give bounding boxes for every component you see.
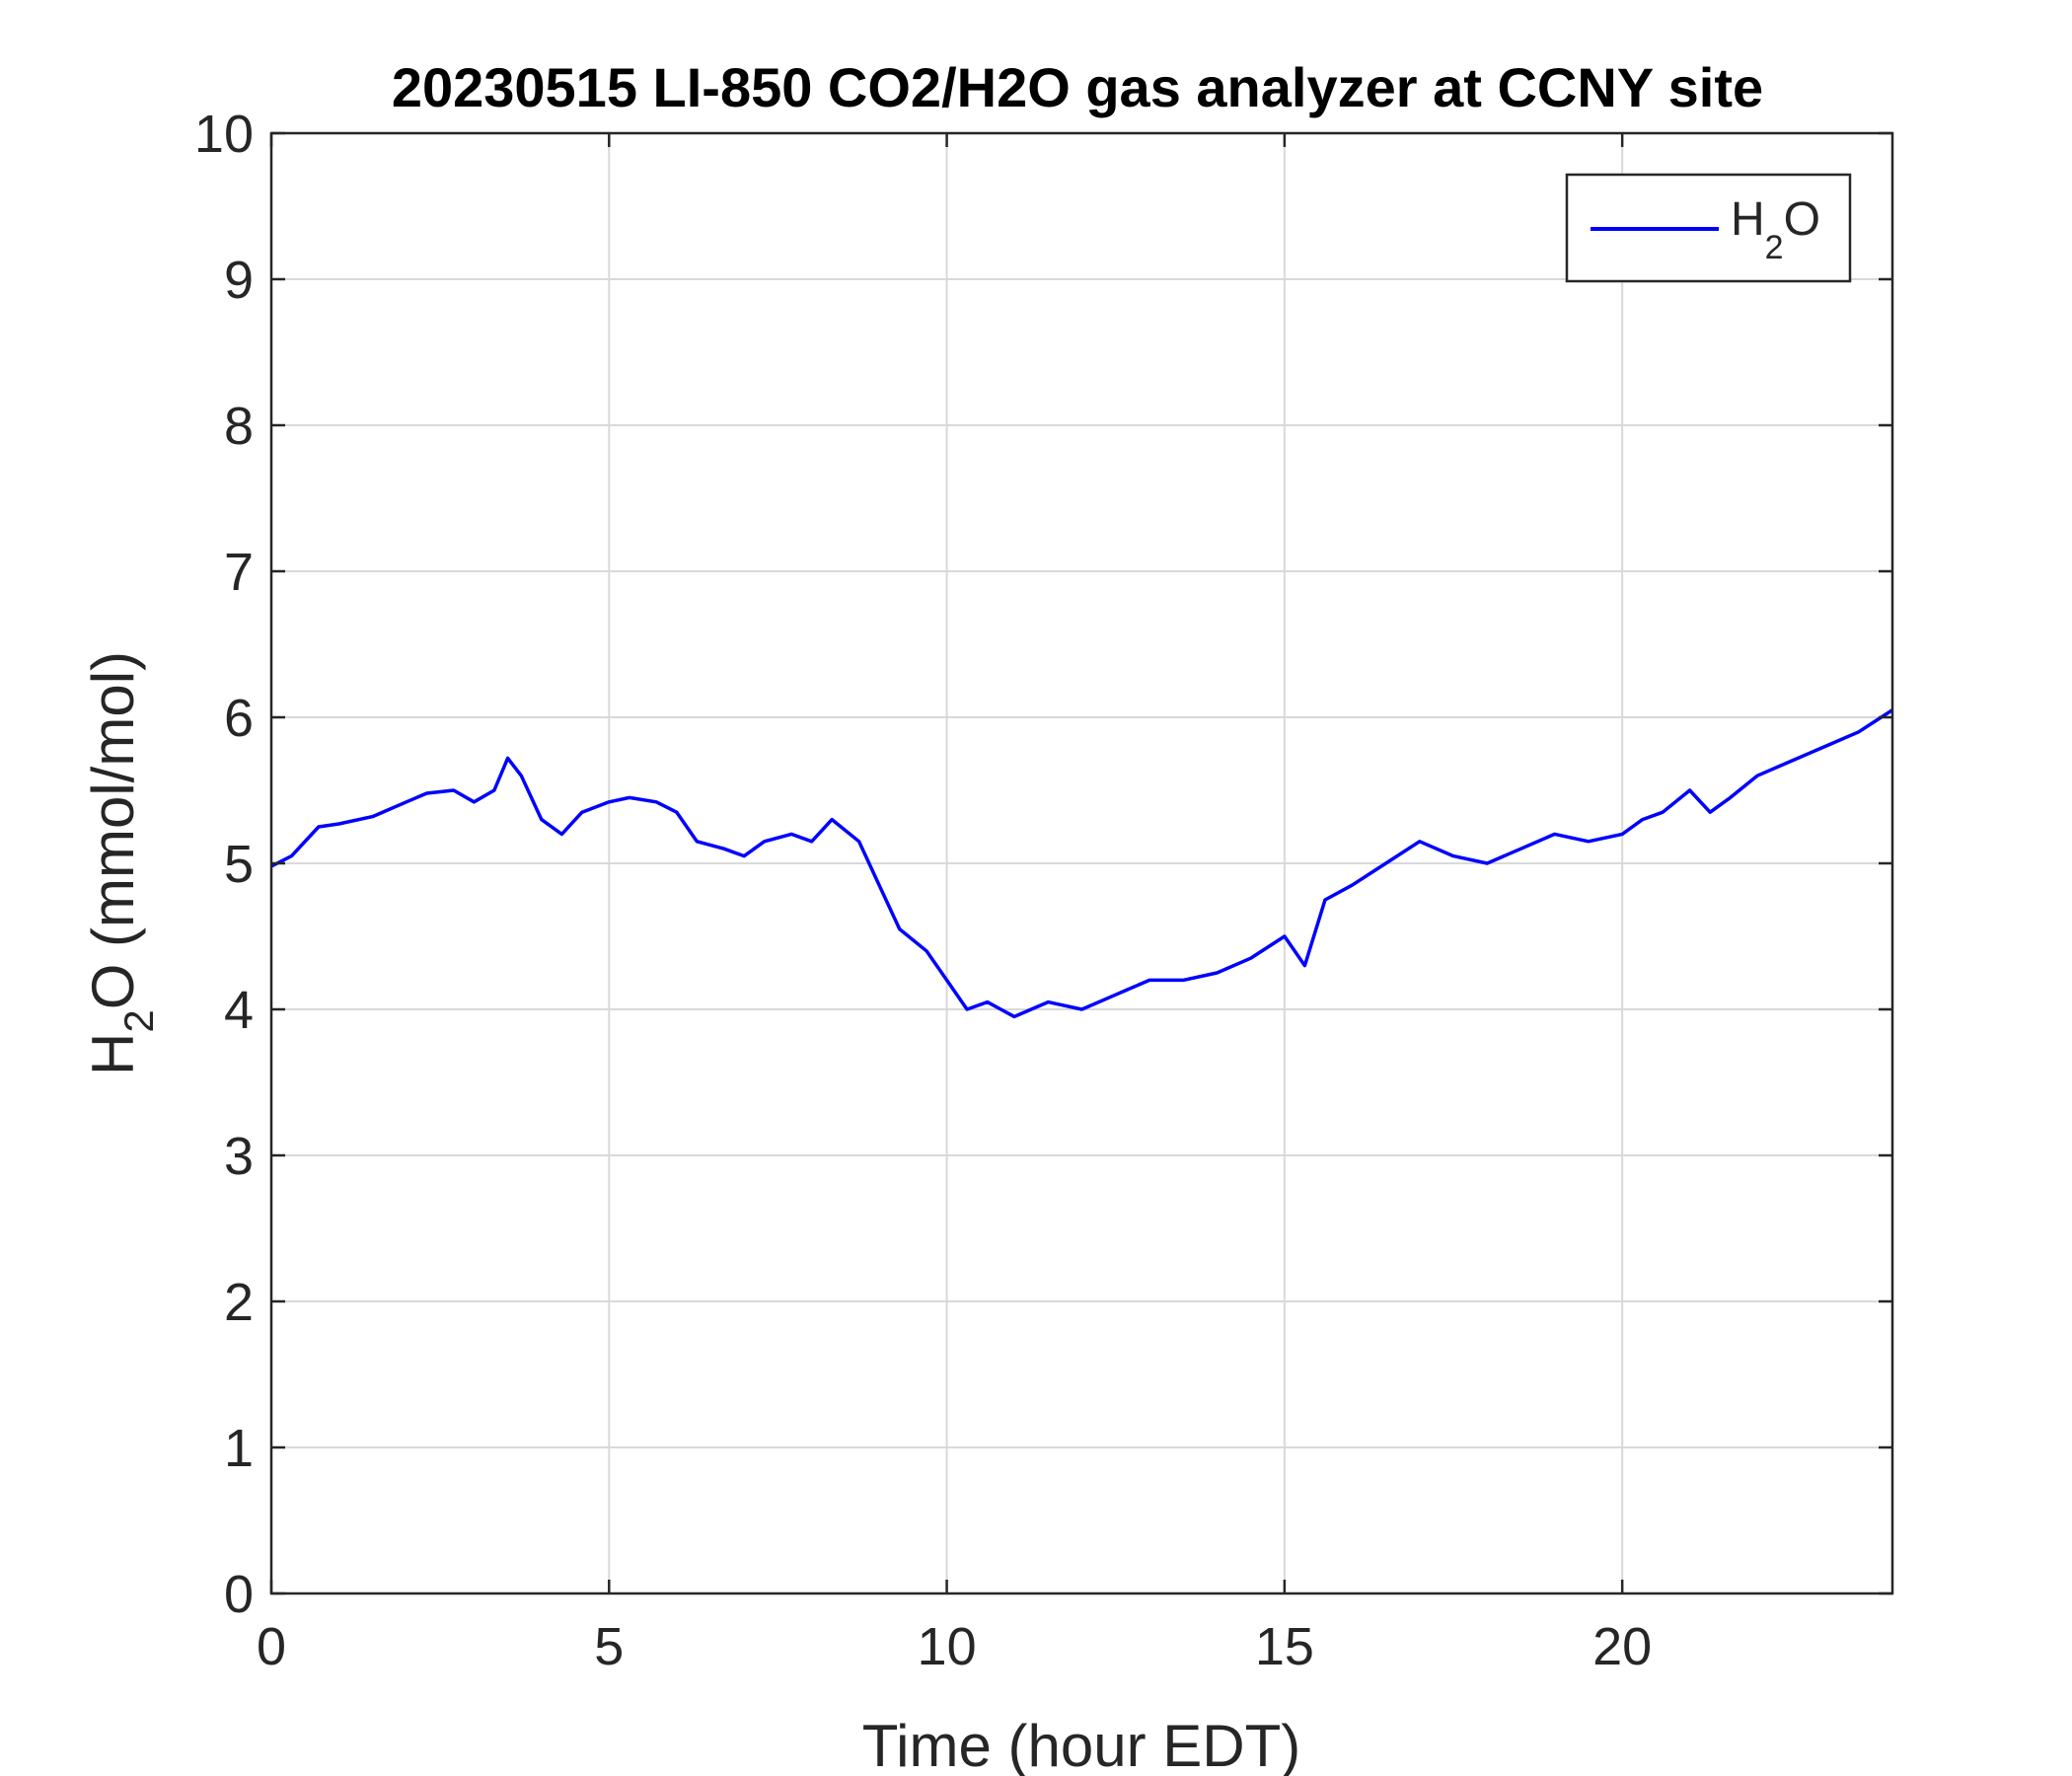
y-tick-label: 7 bbox=[224, 543, 254, 602]
legend-label-subscript: 2 bbox=[1765, 229, 1784, 266]
y-axis-label-subscript: 2 bbox=[115, 1009, 162, 1032]
y-axis-label-suffix: O (mmol/mol) bbox=[80, 651, 146, 1009]
x-tick-labels: 0 5 10 15 20 bbox=[257, 1617, 1652, 1676]
x-tick-label: 10 bbox=[918, 1617, 977, 1676]
y-tick-label: 0 bbox=[224, 1565, 254, 1624]
data-series-layer bbox=[270, 708, 1893, 1019]
y-axis-label: H2O (mmol/mol) bbox=[80, 651, 162, 1075]
y-tick-label: 2 bbox=[224, 1273, 254, 1332]
y-tick-labels: 0 1 2 3 4 5 6 7 8 9 10 bbox=[194, 105, 254, 1624]
y-tick-label: 10 bbox=[194, 105, 254, 164]
y-tick-label: 8 bbox=[224, 397, 254, 456]
axis-ticks bbox=[269, 131, 1892, 1595]
legend-label: H2O bbox=[1731, 193, 1820, 266]
chart-title: 20230515 LI-850 CO2/H2O gas analyzer at … bbox=[392, 56, 1763, 118]
y-tick-label: 1 bbox=[224, 1419, 254, 1478]
y-axis-label-prefix: H bbox=[80, 1033, 146, 1075]
y-tick-label: 4 bbox=[224, 981, 254, 1040]
series-line-h2o bbox=[270, 708, 1893, 1019]
legend-label-prefix: H bbox=[1731, 193, 1765, 246]
legend: H2O bbox=[1565, 173, 1852, 283]
x-tick-label: 0 bbox=[257, 1617, 286, 1676]
x-tick-label: 20 bbox=[1592, 1617, 1652, 1676]
x-tick-label: 15 bbox=[1255, 1617, 1314, 1676]
y-tick-label: 5 bbox=[224, 835, 254, 894]
y-tick-label: 6 bbox=[224, 689, 254, 748]
y-tick-label: 9 bbox=[224, 251, 254, 310]
x-axis-label: Time (hour EDT) bbox=[862, 1713, 1301, 1776]
x-tick-label: 5 bbox=[594, 1617, 624, 1676]
y-tick-label: 3 bbox=[224, 1127, 254, 1186]
legend-label-suffix: O bbox=[1784, 193, 1820, 246]
